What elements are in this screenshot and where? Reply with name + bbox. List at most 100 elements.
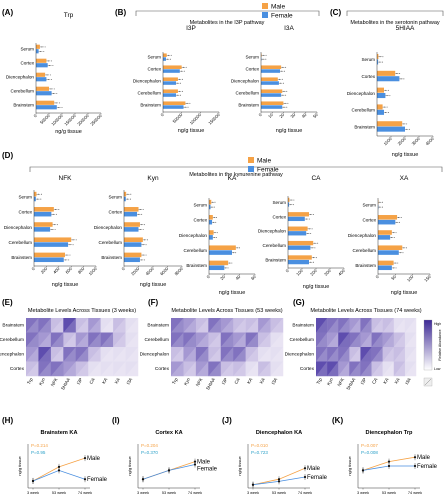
col-label: CA [88,377,95,385]
category-label: Cortex [193,218,207,223]
x-axis-label: ng/g tissue [276,128,303,134]
category-label: Cerebellum [138,91,162,96]
heatmap-cell-split [100,361,114,376]
data-point [413,456,417,459]
category-label: Cortex [362,218,376,223]
heatmap-cell-split [125,318,138,333]
group-bracket-b: Metabolites in the I3P pathway [135,10,320,26]
heatmap-cell-split [171,332,184,347]
bar-female [124,257,140,263]
data-point [55,213,57,215]
heatmap-cell-split [220,332,234,347]
data-point [170,54,172,56]
heatmap-cell [382,332,394,348]
heatmap-cell-split [208,347,221,362]
data-point [141,213,143,215]
x-tick-label: 0 [206,274,212,280]
heatmap-cell-split [38,347,51,362]
data-point [213,217,215,218]
bar-female [288,216,305,222]
data-point [69,254,71,256]
data-point [306,218,307,220]
bar-female [288,202,290,207]
x-axis-label: ng/g tissue [391,290,418,296]
data-point [212,201,214,203]
heatmap-cell-split [360,318,372,333]
x-tick-label: 40 [301,112,308,119]
data-point [47,60,49,62]
series-label-male: Male [307,466,321,472]
heatmap-legend-axis-title: Relative Abundance [438,329,442,360]
x-tick-label: 30 [289,112,296,119]
data-point [47,78,49,80]
category-label: Diencephalon [133,79,162,84]
x-tick-label: 200000 [76,113,90,127]
heatmap-cell-split [327,318,339,333]
p-value-annotation: P=0.95 [31,450,46,455]
heatmap-cell-split [88,318,101,333]
data-point [50,88,52,90]
data-point [386,95,388,97]
bar-male [261,101,284,105]
bar-male [378,215,398,220]
data-point [286,106,288,108]
data-point [231,262,233,264]
bar-female [34,257,64,263]
bar-female [288,259,309,265]
bar-chart-b2: I3A Serum Cortex Diencephalon Cerebellum Brai… [231,25,319,134]
category-label: Diencephalon [348,233,377,238]
data-point [69,244,71,246]
heatmap-cell-split [316,318,328,333]
panel-label-f: (F) [148,298,159,307]
p-value-annotation: P=0.204 [141,443,158,448]
row-label: Cerebellum [0,337,24,343]
heatmap-cell [113,318,126,333]
data-point [46,74,48,76]
heatmap-cell-split [26,318,39,333]
data-point [229,262,230,264]
x-tick-label: 3 week [357,491,369,495]
row-label: Cortex [10,366,25,372]
data-point [75,239,77,241]
data-point [281,78,283,80]
heatmap-cell [338,361,350,377]
x-tick-label: 74 week [78,491,92,495]
data-point [216,217,217,218]
heatmap-cell [371,347,383,362]
data-point [180,94,181,96]
bar-male [34,191,37,197]
data-point [211,206,213,208]
heatmap-cell [183,332,197,348]
x-tick-label: 53 week [272,491,286,495]
data-point [139,229,141,230]
data-point [262,58,264,60]
heatmap-cell-split [113,347,126,362]
bar-male [378,260,394,266]
data-point [144,224,146,226]
data-point [57,465,61,468]
data-point [392,232,394,234]
data-point [313,257,314,259]
bar-male [377,87,384,93]
x-tick-label: 100 [295,268,304,277]
heatmap-cell-split [349,347,361,362]
x-axis-label: ng/g tissue [178,128,205,134]
data-point [167,469,171,472]
heatmap-cell-split [258,332,271,347]
heatmap-cell [220,332,234,348]
category-label: Cortex [108,210,122,215]
heatmap-cell [258,347,271,362]
heatmap-cell-split [50,347,64,362]
heatmap-g: Metabolite Levels Across Tissues (74 wee… [285,308,422,391]
data-point [40,193,42,195]
data-point [145,244,147,246]
bar-male [209,199,212,205]
line-chart-i: Cortex KA ng/g tissue 3 week 53 week 74 week… [127,430,218,495]
x-tick-label: 150000 [63,113,77,127]
x-axis-label: ng/g tissue [219,290,246,296]
data-point [177,82,179,84]
heatmap-cell-split [270,318,283,333]
data-point [262,54,264,56]
heatmap-cell [316,318,328,333]
heatmap-cell-split [208,332,221,347]
